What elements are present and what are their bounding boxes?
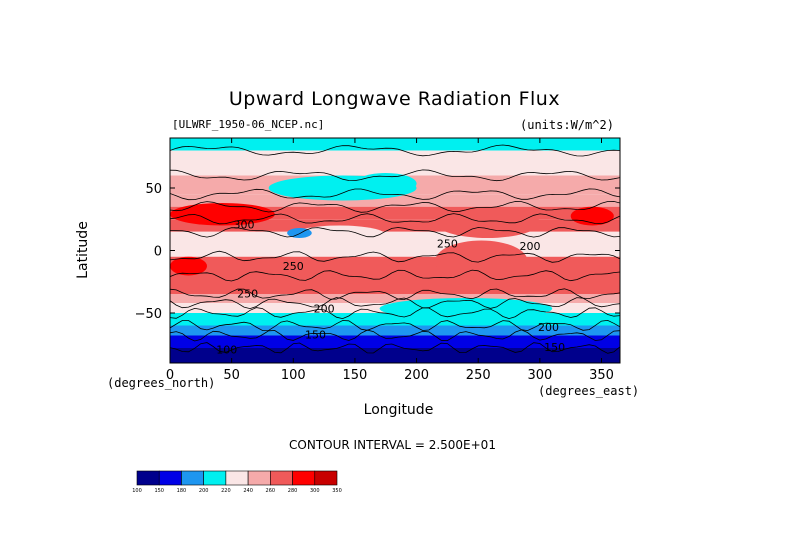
contour-line-7 [170,269,620,282]
heatmap-region-5 [293,225,386,245]
heatmap-band-13 [170,335,620,348]
contour-line-1 [170,169,620,182]
contour-label-4: 150 [305,329,326,342]
x-tick-label-5: 250 [466,368,491,383]
contour-line-8 [170,288,620,301]
colorbar-swatch-1 [158,470,182,486]
colorbar-label-2: 180 [177,488,187,494]
contour-label-3: 200 [314,302,335,315]
x-units-label-left: (degrees_north) [107,376,216,390]
contour-labels: 300 250 250 200 150 100 250 200 200 150 [216,219,565,357]
colorbar-swatch-0 [136,470,160,486]
x-units-label-right: (degrees_east) [538,384,640,398]
contour-label-9: 150 [544,341,565,354]
heatmap-band-7 [170,256,620,276]
x-tick-label-7: 350 [589,368,614,383]
colorbar-label-9: 350 [332,488,342,494]
heatmap-band-1 [170,150,620,176]
contour-line-3 [170,200,620,213]
contour-label-6: 250 [437,237,458,250]
contour-line-11 [170,319,620,332]
x-tick-label-0: 0 [166,368,174,383]
colorbar-swatch-4 [225,470,249,486]
colorbar-label-1: 150 [154,488,164,494]
x-axis-label: Longitude [363,402,434,418]
contour-line-5 [170,227,620,238]
y-tick-label-0: 50 [145,182,162,197]
heatmap-band-12 [170,325,620,336]
contour-line-4 [170,213,620,225]
x-tick-label-3: 150 [343,368,368,383]
contour-line-0 [170,144,620,157]
colorbar-swatch-3 [203,470,227,486]
heatmap-region-3 [435,206,540,238]
colorbar-swatch-5 [247,470,271,486]
colorbar-swatch-8 [314,470,338,486]
colorbar-swatch-6 [270,470,293,486]
contour-label-7: 200 [520,240,541,253]
chart-title: Upward Longwave Radiation Flux [228,88,561,110]
heatmap-band-8 [170,275,620,295]
heatmap-region-2 [170,256,207,276]
colorbar-label-5: 240 [243,488,253,494]
heatmap-region-0 [170,203,275,226]
colorbar-label-6: 260 [266,488,276,494]
contour-line-10 [170,307,620,320]
contour-label-0: 300 [233,219,254,232]
heatmap-field [170,138,620,363]
y-tick-label-2: −50 [135,307,162,322]
heatmap-band-6 [170,231,620,257]
contour-label-2: 250 [237,287,258,300]
y-axis: 50 0 −50 [135,182,620,322]
contour-lines [170,144,620,354]
contour-line-12 [170,329,620,342]
x-tick-label-2: 100 [281,368,306,383]
y-tick-label-1: 0 [154,245,162,260]
contour-line-6 [170,250,620,263]
colorbar-swatch-7 [292,470,316,486]
contour-interval-label: CONTOUR INTERVAL = 2.500E+01 [289,438,496,452]
colorbar-label-4: 220 [221,488,231,494]
colorbar: 100 150 180 200 220 240 260 280 300 350 [132,470,342,494]
y-axis-label: Latitude [75,221,91,279]
contour-line-2 [170,188,620,201]
x-tick-label-4: 200 [404,368,429,383]
x-tick-label-6: 300 [527,368,552,383]
colorbar-label-8: 300 [310,488,320,494]
colorbar-label-3: 200 [199,488,209,494]
colorbar-label-0: 100 [132,488,142,494]
colorbar-label-7: 280 [288,488,298,494]
contour-label-5: 100 [216,344,237,357]
contour-line-13 [170,342,620,354]
contour-label-1: 250 [283,260,304,273]
contour-line-9 [170,297,620,310]
heatmap-region-8 [379,298,553,320]
heatmap-band-9 [170,294,620,303]
file-label: [ULWRF_1950-06_NCEP.nc] [172,118,325,131]
heatmap-band-0 [170,138,620,151]
colorbar-swatch-2 [181,470,204,486]
x-axis: 0 50 100 150 200 250 300 350 [166,138,614,383]
x-tick-label-1: 50 [223,368,240,383]
units-label: (units:W/m^2) [520,118,614,132]
contour-label-8: 200 [538,321,559,334]
